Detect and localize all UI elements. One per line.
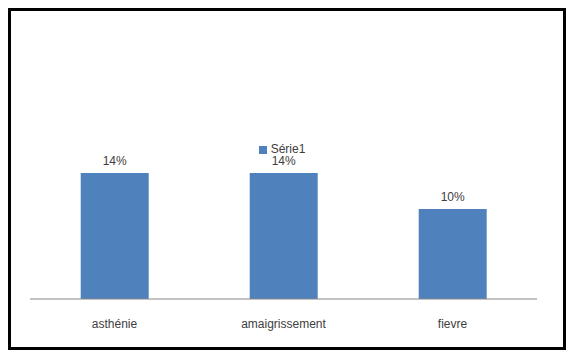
- svg-text:14%: 14%: [103, 154, 127, 168]
- svg-text:amaigrissement: amaigrissement: [241, 317, 326, 331]
- svg-text:fievre: fievre: [438, 317, 468, 331]
- svg-text:asthénie: asthénie: [92, 317, 138, 331]
- svg-text:10%: 10%: [441, 190, 465, 204]
- svg-text:14%: 14%: [272, 154, 296, 168]
- html-text:Série1: Série1: [270, 142, 306, 156]
